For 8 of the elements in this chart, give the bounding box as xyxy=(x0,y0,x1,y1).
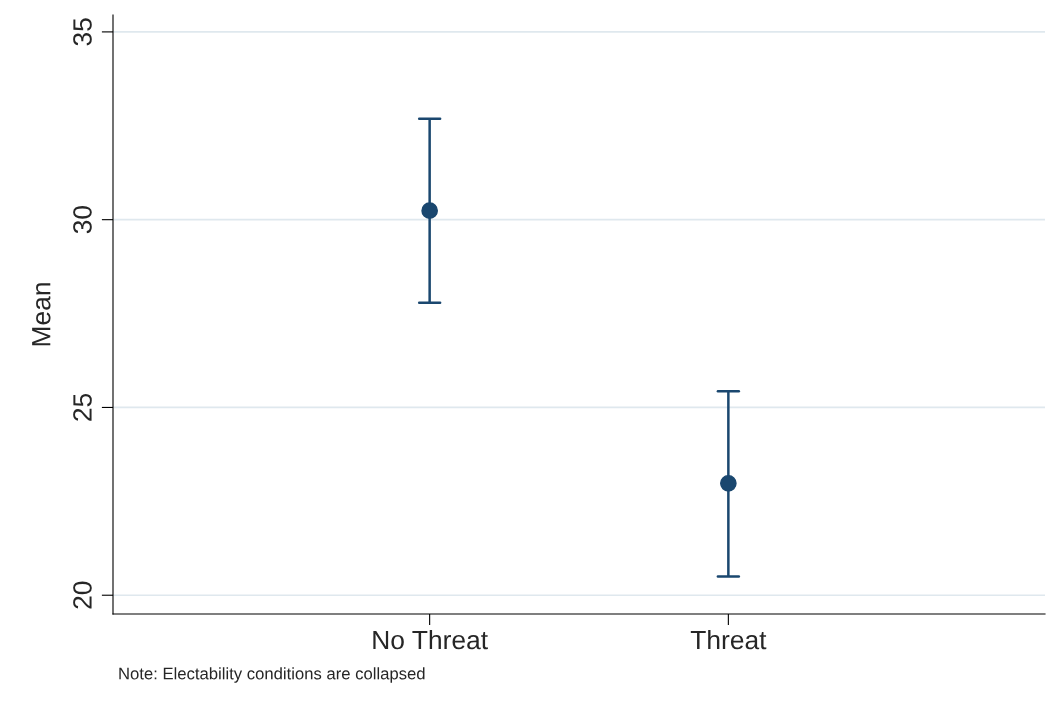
y-axis-title: Mean xyxy=(32,283,51,346)
x-tick-label: Threat xyxy=(690,629,767,650)
y-tick-label: 35 xyxy=(73,18,92,46)
y-tick-label: 20 xyxy=(73,581,92,609)
x-tick-label: No Threat xyxy=(373,629,488,650)
y-tick-label: 30 xyxy=(73,206,92,234)
text: Note: Electability conditions are collapsed xyxy=(119,667,425,683)
y-tick-label: 25 xyxy=(73,393,92,421)
